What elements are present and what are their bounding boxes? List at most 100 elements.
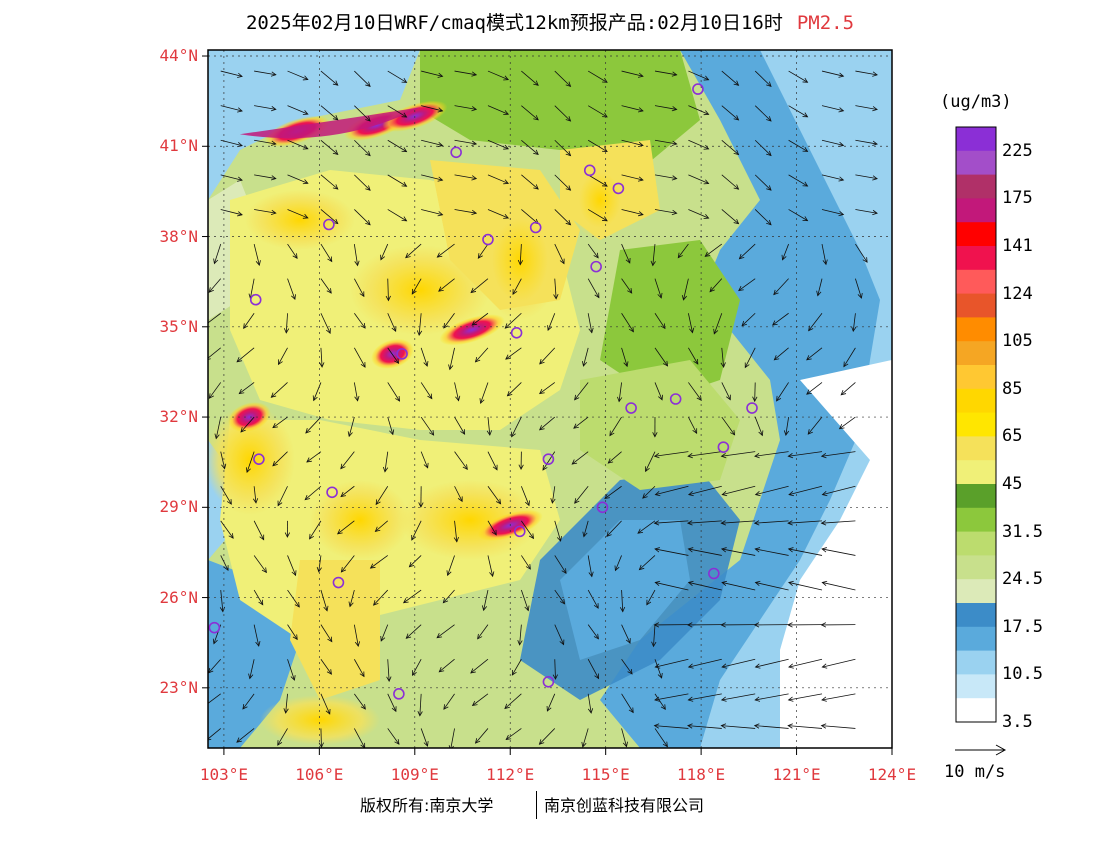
wind-arrow bbox=[741, 312, 756, 327]
wind-arrow-head bbox=[252, 498, 259, 504]
wind-arrow-head bbox=[602, 112, 608, 118]
wind-arrow-head bbox=[654, 491, 661, 497]
wind-arrow-head bbox=[627, 668, 633, 675]
wind-arrow bbox=[320, 174, 339, 190]
wind-arrow bbox=[208, 312, 221, 324]
wind-arrow-head bbox=[587, 708, 594, 714]
wind-arrow bbox=[574, 486, 589, 504]
wind-arrow-head bbox=[442, 597, 449, 604]
wind-arrow-head bbox=[625, 257, 631, 264]
wind-arrow bbox=[242, 693, 255, 710]
wind-arrow-head bbox=[240, 427, 246, 433]
wind-arrow-head bbox=[623, 361, 629, 368]
wind-arrow bbox=[287, 105, 308, 115]
wind-arrow-head bbox=[316, 566, 322, 573]
wind-arrow-head bbox=[223, 565, 229, 571]
wind-arrow-head bbox=[226, 499, 232, 505]
wind-arrow-head bbox=[838, 424, 845, 430]
wind-arrow bbox=[387, 382, 400, 402]
wind-arrow bbox=[721, 139, 739, 155]
wind-arrow bbox=[420, 382, 433, 399]
field-clean-sea bbox=[780, 360, 892, 748]
wind-arrow bbox=[821, 520, 856, 524]
wind-arrow-head bbox=[738, 253, 745, 260]
wind-arrow-head bbox=[807, 429, 813, 435]
wind-arrow-head bbox=[625, 638, 631, 644]
wind-arrow-head bbox=[284, 532, 291, 538]
blob-yellow bbox=[400, 480, 540, 560]
colorbar-swatch bbox=[956, 174, 996, 199]
wind-arrow bbox=[806, 347, 823, 361]
field-north-green bbox=[420, 50, 700, 170]
wind-arrow-head bbox=[687, 696, 694, 702]
wind-arrow-head bbox=[787, 520, 793, 526]
wind-arrow-head bbox=[650, 260, 656, 267]
wind-arrow bbox=[821, 548, 856, 556]
wind-arrow-head bbox=[637, 72, 644, 78]
wind-arrow bbox=[220, 520, 234, 539]
wind-arrow-head bbox=[709, 286, 715, 293]
wind-arrow-head bbox=[401, 112, 408, 118]
map-title: 2025年02月10日WRF/cmaq模式12km预报产品:02月10日16时 P… bbox=[0, 8, 1100, 35]
colorbar bbox=[955, 126, 997, 723]
wind-arrow bbox=[755, 582, 789, 591]
wind-arrow bbox=[821, 243, 827, 265]
wind-arrow bbox=[688, 105, 709, 115]
wind-arrow-head bbox=[245, 467, 251, 474]
wind-arrow bbox=[587, 243, 599, 259]
wind-arrow-head bbox=[533, 115, 539, 121]
lon-label: 109°E bbox=[390, 765, 439, 784]
wind-arrow-head bbox=[401, 77, 408, 83]
wind-arrow bbox=[821, 174, 844, 181]
wind-arrow bbox=[320, 139, 339, 155]
wind-arrow bbox=[287, 70, 308, 80]
wind-arrow bbox=[554, 70, 571, 87]
wind-arrow-head bbox=[628, 326, 634, 333]
wind-arrow bbox=[320, 624, 333, 642]
wind-arrow bbox=[387, 313, 397, 332]
wind-arrow bbox=[755, 485, 789, 496]
wind-arrow bbox=[220, 590, 224, 612]
wind-arrow bbox=[539, 416, 556, 431]
wind-arrow-head bbox=[412, 670, 417, 676]
wind-arrow-head bbox=[808, 325, 814, 332]
wind-arrow-head bbox=[309, 533, 315, 540]
wind-arrow-head bbox=[270, 106, 277, 112]
wind-arrow bbox=[421, 174, 443, 181]
wind-arrow-head bbox=[503, 144, 510, 150]
wind-arrow bbox=[688, 382, 702, 401]
wind-arrow bbox=[220, 105, 243, 112]
wind-arrow-head bbox=[505, 734, 512, 741]
colorbar-swatch bbox=[956, 269, 996, 295]
wind-arrow bbox=[721, 451, 756, 457]
wind-arrow-head bbox=[359, 671, 365, 678]
wind-arrow bbox=[788, 174, 808, 187]
wind-arrow bbox=[454, 70, 477, 76]
wind-arrow bbox=[654, 693, 666, 710]
wind-arrow bbox=[375, 486, 389, 505]
wind-arrow-head bbox=[505, 354, 511, 360]
wind-arrow-head bbox=[533, 184, 539, 190]
city-station-marker bbox=[482, 233, 494, 246]
wind-arrow-head bbox=[302, 213, 309, 219]
wind-arrow-head bbox=[646, 599, 652, 606]
wind-arrow-head bbox=[593, 633, 599, 640]
wind-arrow bbox=[387, 347, 399, 364]
wind-arrow bbox=[539, 728, 556, 745]
wind-arrow-head bbox=[471, 175, 478, 181]
city-station-marker bbox=[583, 164, 596, 177]
wind-arrow bbox=[621, 243, 631, 264]
wind-arrow-head bbox=[511, 431, 516, 438]
wind-arrow bbox=[788, 485, 823, 496]
wind-arrow-head bbox=[492, 464, 498, 471]
wind-arrow-head bbox=[373, 600, 379, 606]
colorbar-unit: (ug/m3) bbox=[940, 92, 1012, 112]
axis-ticks bbox=[202, 55, 893, 755]
colorbar-swatch bbox=[956, 198, 996, 223]
wind-arrow-head bbox=[657, 672, 663, 679]
wind-arrow bbox=[574, 382, 589, 401]
wind-arrow bbox=[214, 243, 222, 264]
wind-arrow bbox=[546, 693, 556, 712]
wind-arrow bbox=[305, 416, 322, 434]
wind-arrow bbox=[754, 105, 772, 122]
